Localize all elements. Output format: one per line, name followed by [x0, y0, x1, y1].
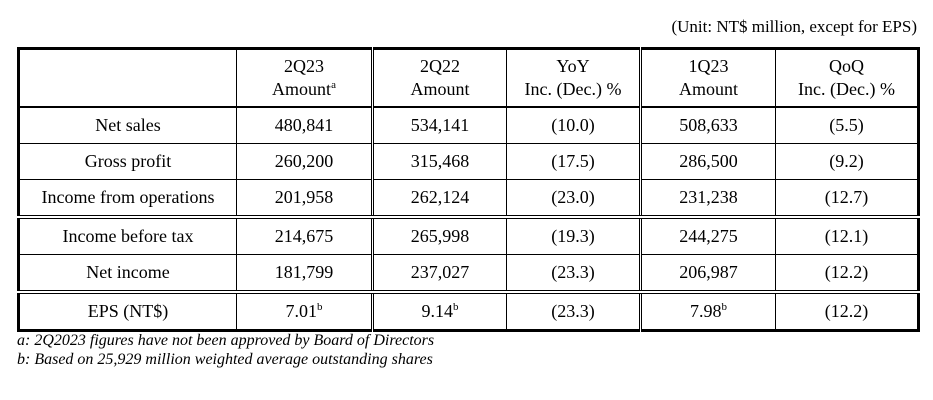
column-header-period: 2Q23 — [284, 55, 324, 76]
value-cell: 7.98b — [639, 290, 776, 331]
table-row: Net sales 480,841 534,141 (10.0) 508,633 (5.5… — [18, 106, 919, 144]
value-cell: (12.7) — [775, 179, 919, 218]
value-cell: (5.5) — [775, 106, 919, 144]
value-cell: 480,841 — [236, 106, 373, 144]
table-row: Gross profit 260,200 315,468 (17.5) 286,500(… — [18, 143, 919, 180]
unit-note: (Unit: NT$ million, except for EPS) — [671, 17, 917, 36]
row-label: Income before tax — [18, 215, 237, 255]
table-body: Net sales 480,841 534,141 (10.0) 508,633 (5.5… — [18, 106, 919, 331]
income-statement-table: 2Q23 Amounta 2Q22 Amount YoY Inc. (Dec.) % 1Q2… — [17, 47, 920, 332]
value-cell: 508,633 — [639, 106, 776, 144]
column-header-2q23-amount: 2Q23 Amounta — [236, 48, 373, 108]
row-label: Net income — [18, 254, 237, 293]
value-cell: (23.0) — [506, 179, 641, 218]
value-cell: (12.2) — [775, 254, 919, 293]
value-cell: (12.2) — [775, 290, 919, 331]
table-row: Income from operations 201,958 262,124 (23.… — [18, 179, 919, 218]
column-header-1q23-amount: 1Q23 Amount — [639, 48, 776, 108]
value-cell: (23.3) — [506, 254, 641, 293]
value-cell: 214,675 — [236, 215, 373, 255]
value-cell: (17.5) — [506, 143, 641, 180]
column-header-yoy-change: YoY Inc. (Dec.) % — [506, 48, 641, 108]
value-cell: 262,124 — [371, 179, 507, 218]
footnote-marker: a — [331, 79, 336, 91]
footnote-a: a: 2Q2023 figures have not been approved… — [17, 332, 435, 349]
footnote-marker: b — [721, 301, 728, 313]
column-header-measure: Amounta — [272, 79, 336, 99]
value-cell: 9.14b — [371, 290, 507, 331]
table-row: Net income 181,799 237,027 (23.3) 206,987 (12… — [18, 254, 919, 293]
footnote-marker: b — [453, 301, 459, 313]
value-cell: 7.01b — [236, 290, 373, 331]
value-cell: 206,987 — [639, 254, 776, 293]
row-label: EPS (NT$) — [18, 290, 237, 331]
column-header-period: YoY — [556, 55, 590, 76]
footnotes: a: 2Q2023 figures have not been approved… — [17, 331, 434, 369]
value-cell: (12.1) — [775, 215, 919, 255]
table-header: 2Q23 Amounta 2Q22 Amount YoY Inc. (Dec.) % 1Q2… — [18, 48, 919, 108]
column-header-period: 2Q22 — [420, 55, 460, 76]
value-cell: (19.3) — [506, 215, 641, 255]
value-cell: 286,500 — [639, 143, 776, 180]
value-cell: 265,998 — [371, 215, 507, 255]
corner-cell — [18, 48, 237, 108]
value-cell: 315,468 — [371, 143, 507, 180]
value-cell: 181,799 — [236, 254, 373, 293]
value-cell: 244,275 — [639, 215, 776, 255]
value-cell: 231,238 — [639, 179, 776, 218]
table-row: Income before tax 214,675 265,998 (19.3) 244… — [18, 215, 919, 255]
value-cell: (9.2) — [775, 143, 919, 180]
column-header-measure: Amount — [678, 79, 738, 99]
column-header-measure: Amount — [410, 79, 470, 99]
value-cell: 534,141 — [371, 106, 507, 144]
column-header-period: 1Q23 — [688, 55, 729, 76]
column-header-2q22-amount: 2Q22 Amount — [371, 48, 507, 108]
column-header-period: QoQ — [829, 55, 864, 76]
table-row: EPS (NT$) 7.01b 9.14b (23.3) 7.98b (12.2) — [18, 290, 919, 331]
value-cell: (10.0) — [506, 106, 641, 144]
row-label: Net sales — [18, 106, 237, 144]
value-cell: 260,200 — [236, 143, 373, 180]
column-header-measure: Inc. (Dec.) % — [524, 79, 622, 99]
header-row: 2Q23 Amounta 2Q22 Amount YoY Inc. (Dec.) % 1Q2… — [18, 48, 919, 108]
footnote-b: b: Based on 25,929 million weighted aver… — [17, 351, 433, 368]
footnote-marker: b — [317, 301, 323, 313]
value-cell: 237,027 — [371, 254, 507, 293]
value-cell: 201,958 — [236, 179, 373, 218]
column-header-qoq-change: QoQ Inc. (Dec.) % — [775, 48, 919, 108]
row-label: Gross profit — [18, 143, 237, 180]
value-cell: (23.3) — [506, 290, 641, 331]
row-label: Income from operations — [18, 179, 237, 218]
column-header-measure: Inc. (Dec.) % — [798, 79, 895, 99]
